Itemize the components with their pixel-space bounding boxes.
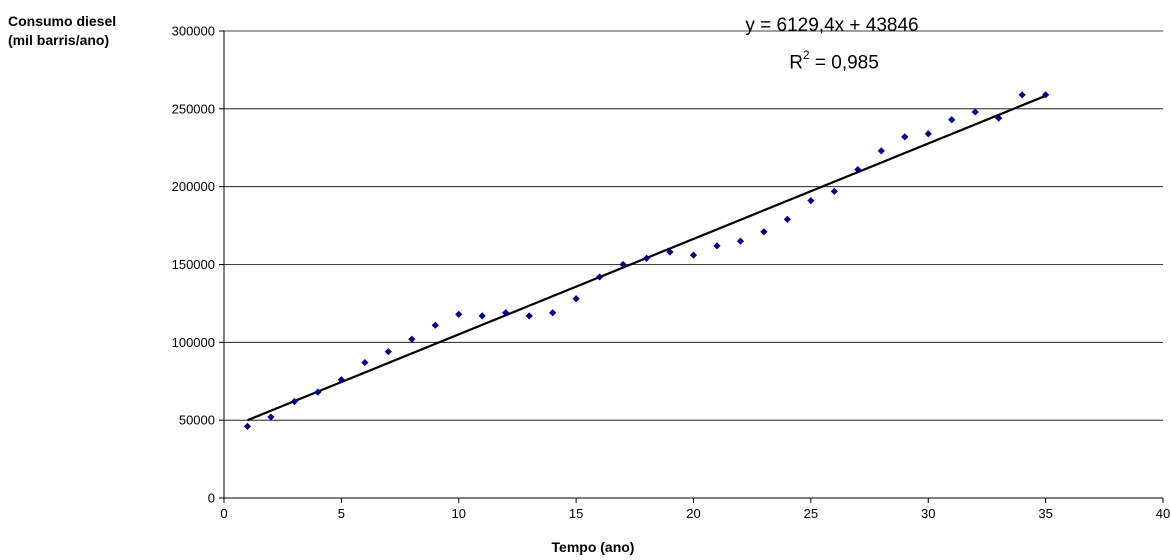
x-tick-label: 30 <box>921 506 935 521</box>
data-point <box>596 273 604 281</box>
x-tick-label: 35 <box>1038 506 1052 521</box>
y-axis-label: Consumo diesel (mil barris/ano) <box>8 13 117 48</box>
data-point <box>736 237 745 245</box>
y-tick-label: 50000 <box>179 413 215 428</box>
data-point <box>1042 91 1050 99</box>
data-point <box>1018 91 1026 99</box>
data-point <box>666 248 674 256</box>
data-point <box>971 108 979 116</box>
data-point <box>689 251 698 259</box>
data-point <box>807 197 815 205</box>
y-tick-label: 100000 <box>172 335 215 350</box>
data-point <box>549 309 557 317</box>
x-tick-label: 15 <box>569 506 583 521</box>
data-point <box>760 228 768 236</box>
y-tick-label: 0 <box>208 491 215 506</box>
data-point <box>901 133 909 141</box>
y-tick-label: 150000 <box>172 257 215 272</box>
data-point <box>619 260 627 269</box>
y-tick-label: 200000 <box>172 179 215 194</box>
data-point <box>572 295 580 303</box>
data-point <box>525 312 533 320</box>
x-tick-label: 25 <box>804 506 818 521</box>
data-point <box>995 114 1003 122</box>
r-squared-label: R2 = 0,985 <box>789 48 879 74</box>
data-point <box>642 254 651 262</box>
data-point <box>314 388 322 396</box>
data-point <box>924 130 932 138</box>
data-point <box>783 215 791 223</box>
data-point <box>455 310 463 318</box>
data-point <box>854 165 862 174</box>
x-tick-label: 10 <box>452 506 466 521</box>
x-tick-label: 5 <box>338 506 345 521</box>
y-tick-label: 250000 <box>172 101 215 116</box>
x-tick-label: 40 <box>1156 506 1170 521</box>
data-point <box>502 309 510 317</box>
x-tick-label: 20 <box>686 506 700 521</box>
data-point <box>948 116 956 124</box>
y-tick-label: 300000 <box>172 24 215 39</box>
data-point <box>877 147 885 155</box>
x-tick-label: 0 <box>220 506 227 521</box>
data-point <box>830 187 838 195</box>
data-point <box>337 376 345 384</box>
data-point <box>243 422 252 430</box>
data-point <box>384 348 392 356</box>
data-point <box>267 413 275 421</box>
data-point <box>713 242 721 250</box>
data-point <box>361 358 369 367</box>
data-point <box>408 335 416 343</box>
data-point <box>290 397 299 406</box>
data-point <box>431 321 439 329</box>
x-axis-label: Tempo (ano) <box>551 539 635 555</box>
data-point <box>478 312 486 320</box>
